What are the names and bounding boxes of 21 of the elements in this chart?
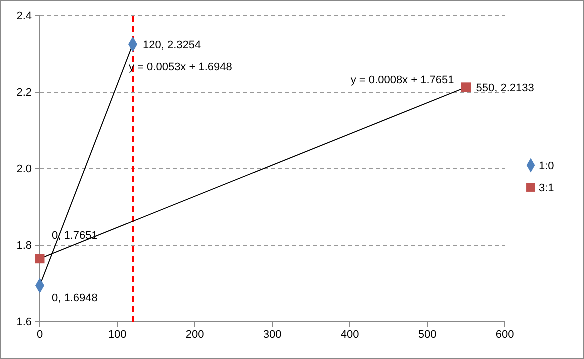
y-tick-label: 1.8 <box>16 240 32 252</box>
y-tick-label: 1.6 <box>16 316 32 329</box>
data-label: 120, 2.3254 <box>143 40 202 52</box>
x-tick-label: 300 <box>263 328 282 341</box>
x-tick-label: 200 <box>186 328 204 341</box>
y-tick-label: 2.4 <box>16 10 32 23</box>
annotation: y = 0.0053x + 1.6948 <box>129 62 232 74</box>
x-tick-label: 0 <box>36 328 44 341</box>
legend-label: 3:1 <box>539 182 554 194</box>
y-tick-label: 2.0 <box>16 164 32 176</box>
point <box>462 82 471 92</box>
point <box>35 254 45 264</box>
x-tick-label: 400 <box>340 328 360 341</box>
x-tick-label: 500 <box>418 328 437 341</box>
legend-label: 1:0 <box>539 160 554 172</box>
x-tick-label: 600 <box>496 328 514 341</box>
data-label: 0, 1.6948 <box>52 292 98 305</box>
x-tick-label: 100 <box>108 328 127 341</box>
data-label: 550, 2.2133 <box>476 82 534 94</box>
y-tick-label: 2.2 <box>16 87 32 100</box>
annotation: y = 0.0008x + 1.7651 <box>350 74 454 86</box>
